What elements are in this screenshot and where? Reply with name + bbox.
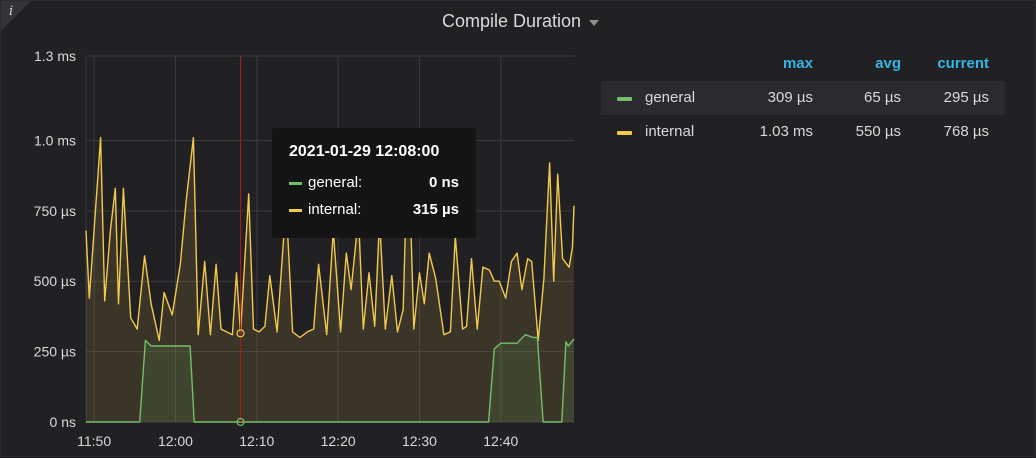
y-tick-label: 1.3 ms [34, 48, 76, 64]
y-tick-label: 250 µs [34, 344, 76, 360]
legend-header-current[interactable]: current [937, 55, 989, 72]
hover-point-general [236, 417, 245, 427]
legend-table: max avg current general 309 µs 65 µs 295… [601, 51, 1005, 149]
tooltip-series-name: general: [308, 174, 363, 191]
legend-series-name[interactable]: general [645, 89, 696, 106]
panel-title: Compile Duration [442, 11, 582, 31]
tooltip-series-value: 315 µs [412, 201, 459, 218]
legend-value-avg: 65 µs [864, 89, 901, 106]
legend-value-current: 295 µs [943, 89, 989, 106]
legend-row-general[interactable]: general 309 µs 65 µs 295 µs [601, 81, 1005, 115]
panel-title-menu[interactable]: Compile Duration [442, 11, 600, 32]
y-tick-label: 500 µs [34, 273, 76, 289]
legend-series-name[interactable]: internal [645, 123, 695, 140]
panel-info-corner[interactable] [1, 1, 31, 31]
tooltip-swatch [289, 209, 302, 212]
x-tick-label: 12:10 [239, 433, 274, 449]
series-area-general [86, 334, 574, 422]
tooltip-swatch [289, 182, 302, 185]
series-area-internal [86, 129, 574, 422]
tooltip-time: 2021-01-29 12:08:00 [289, 143, 440, 160]
legend-swatch-general[interactable] [617, 97, 632, 101]
caret-down-icon [589, 19, 600, 26]
legend-swatch-internal[interactable] [617, 131, 632, 135]
x-tick-label: 12:00 [158, 433, 193, 449]
hover-point-internal [236, 329, 245, 338]
legend-header-max[interactable]: max [782, 55, 813, 72]
y-tick-label: 750 µs [34, 203, 76, 219]
x-tick-label: 12:20 [321, 433, 356, 449]
x-tick-label: 12:40 [483, 433, 518, 449]
series-line-internal [85, 128, 575, 342]
tooltip-row-internal: internal: 315 µs [289, 201, 459, 221]
x-tick-label: 12:30 [402, 433, 437, 449]
legend-header: max avg current [601, 51, 1005, 81]
y-tick-label: 0 ns [50, 414, 76, 430]
info-icon[interactable]: i [9, 4, 14, 19]
legend-row-internal[interactable]: internal 1.03 ms 550 µs 768 µs [601, 115, 1005, 149]
x-tick-label: 11:50 [77, 433, 111, 449]
series-line-general [86, 334, 575, 423]
legend-value-avg: 550 µs [855, 123, 901, 140]
legend-value-max: 309 µs [767, 89, 813, 106]
y-tick-label: 1.0 ms [34, 132, 76, 148]
tooltip-series-value: 0 ns [428, 174, 459, 191]
tooltip-series-name: internal: [308, 201, 362, 218]
legend-value-current: 768 µs [943, 123, 989, 140]
tooltip-row-general: general: 0 ns [289, 174, 459, 194]
legend-header-avg[interactable]: avg [875, 55, 901, 72]
legend-value-max: 1.03 ms [759, 123, 813, 140]
hover-tooltip: 2021-01-29 12:08:00 general: 0 ns intern… [272, 128, 476, 238]
